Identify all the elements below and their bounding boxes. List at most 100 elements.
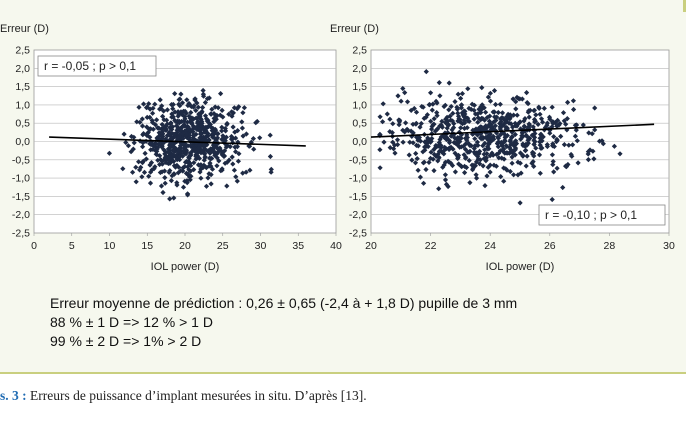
data-point <box>497 126 503 132</box>
data-point <box>198 123 204 129</box>
data-point <box>416 134 422 141</box>
data-point <box>448 103 454 110</box>
data-point <box>410 130 416 136</box>
data-point <box>532 119 538 125</box>
data-point <box>481 105 487 111</box>
data-point <box>406 152 412 158</box>
data-point <box>464 137 470 143</box>
data-point <box>413 121 419 127</box>
data-point <box>466 105 472 111</box>
data-point <box>151 166 157 172</box>
x-tick-label: 22 <box>425 240 437 252</box>
data-point <box>496 155 502 161</box>
data-point <box>192 148 198 154</box>
data-point <box>508 134 515 141</box>
y-tick-label: -0,5 <box>12 154 30 166</box>
data-point <box>234 178 240 184</box>
data-point <box>166 169 172 175</box>
data-point <box>533 112 539 118</box>
data-point <box>162 151 168 157</box>
data-point <box>446 146 452 153</box>
data-point <box>183 151 189 157</box>
data-point <box>539 145 545 151</box>
data-point <box>224 121 230 128</box>
data-point <box>169 126 175 132</box>
data-point <box>186 161 193 167</box>
y-tick-label: -1,0 <box>349 173 367 185</box>
data-point <box>508 149 514 155</box>
data-point <box>519 133 525 139</box>
data-point <box>459 110 465 116</box>
data-point <box>560 184 566 191</box>
data-point <box>131 140 137 146</box>
data-point <box>538 131 544 138</box>
data-point <box>219 124 225 130</box>
data-point <box>550 162 556 168</box>
data-point <box>438 134 444 140</box>
data-point <box>495 135 501 141</box>
data-point <box>162 168 168 174</box>
data-point <box>139 123 146 129</box>
data-point <box>473 172 479 178</box>
data-point <box>434 113 440 119</box>
data-point <box>426 136 432 142</box>
data-point <box>477 161 483 167</box>
data-point <box>414 156 420 162</box>
data-point <box>477 157 483 163</box>
annotation-box <box>37 55 157 77</box>
data-point <box>508 121 514 127</box>
data-point <box>455 155 461 162</box>
data-point <box>175 126 181 132</box>
y-tick-label: -2,0 <box>12 209 30 221</box>
data-point <box>541 105 547 111</box>
data-point <box>392 150 398 156</box>
data-point <box>429 126 435 132</box>
data-point <box>445 158 451 164</box>
data-point <box>549 196 555 203</box>
data-point <box>180 141 186 147</box>
data-point <box>524 153 530 159</box>
data-point <box>535 121 541 127</box>
data-point <box>589 131 595 137</box>
data-point <box>436 80 442 86</box>
data-point <box>471 149 477 155</box>
data-point <box>229 154 235 160</box>
data-point <box>420 149 426 155</box>
data-point <box>550 141 556 147</box>
data-point <box>611 143 617 149</box>
data-point <box>121 131 127 137</box>
y-tick-label: -0,5 <box>349 154 367 166</box>
data-point <box>170 101 176 108</box>
y-tick-label: 2,5 <box>15 45 30 57</box>
data-point <box>185 191 191 197</box>
data-point <box>522 148 528 154</box>
scatter-points <box>377 69 623 206</box>
data-point <box>540 134 546 140</box>
data-point <box>456 129 462 135</box>
data-point <box>437 93 443 99</box>
data-point <box>530 159 536 165</box>
data-point <box>426 159 432 165</box>
data-point <box>592 105 598 111</box>
data-point <box>463 141 469 147</box>
data-point <box>226 157 232 163</box>
data-point <box>172 109 178 115</box>
data-point <box>458 125 464 131</box>
data-point <box>417 138 424 144</box>
data-point <box>471 116 477 122</box>
data-point <box>185 171 191 177</box>
data-point <box>533 145 539 151</box>
data-point <box>185 102 191 109</box>
data-point <box>161 108 167 114</box>
data-point <box>481 151 487 157</box>
data-point <box>560 110 567 116</box>
data-point <box>179 100 186 106</box>
data-point <box>163 160 169 166</box>
data-point <box>431 121 437 127</box>
data-point <box>461 125 468 131</box>
data-point <box>177 96 183 102</box>
data-point <box>197 135 203 141</box>
data-point <box>236 151 242 157</box>
data-point <box>491 162 497 168</box>
data-point <box>423 69 429 75</box>
